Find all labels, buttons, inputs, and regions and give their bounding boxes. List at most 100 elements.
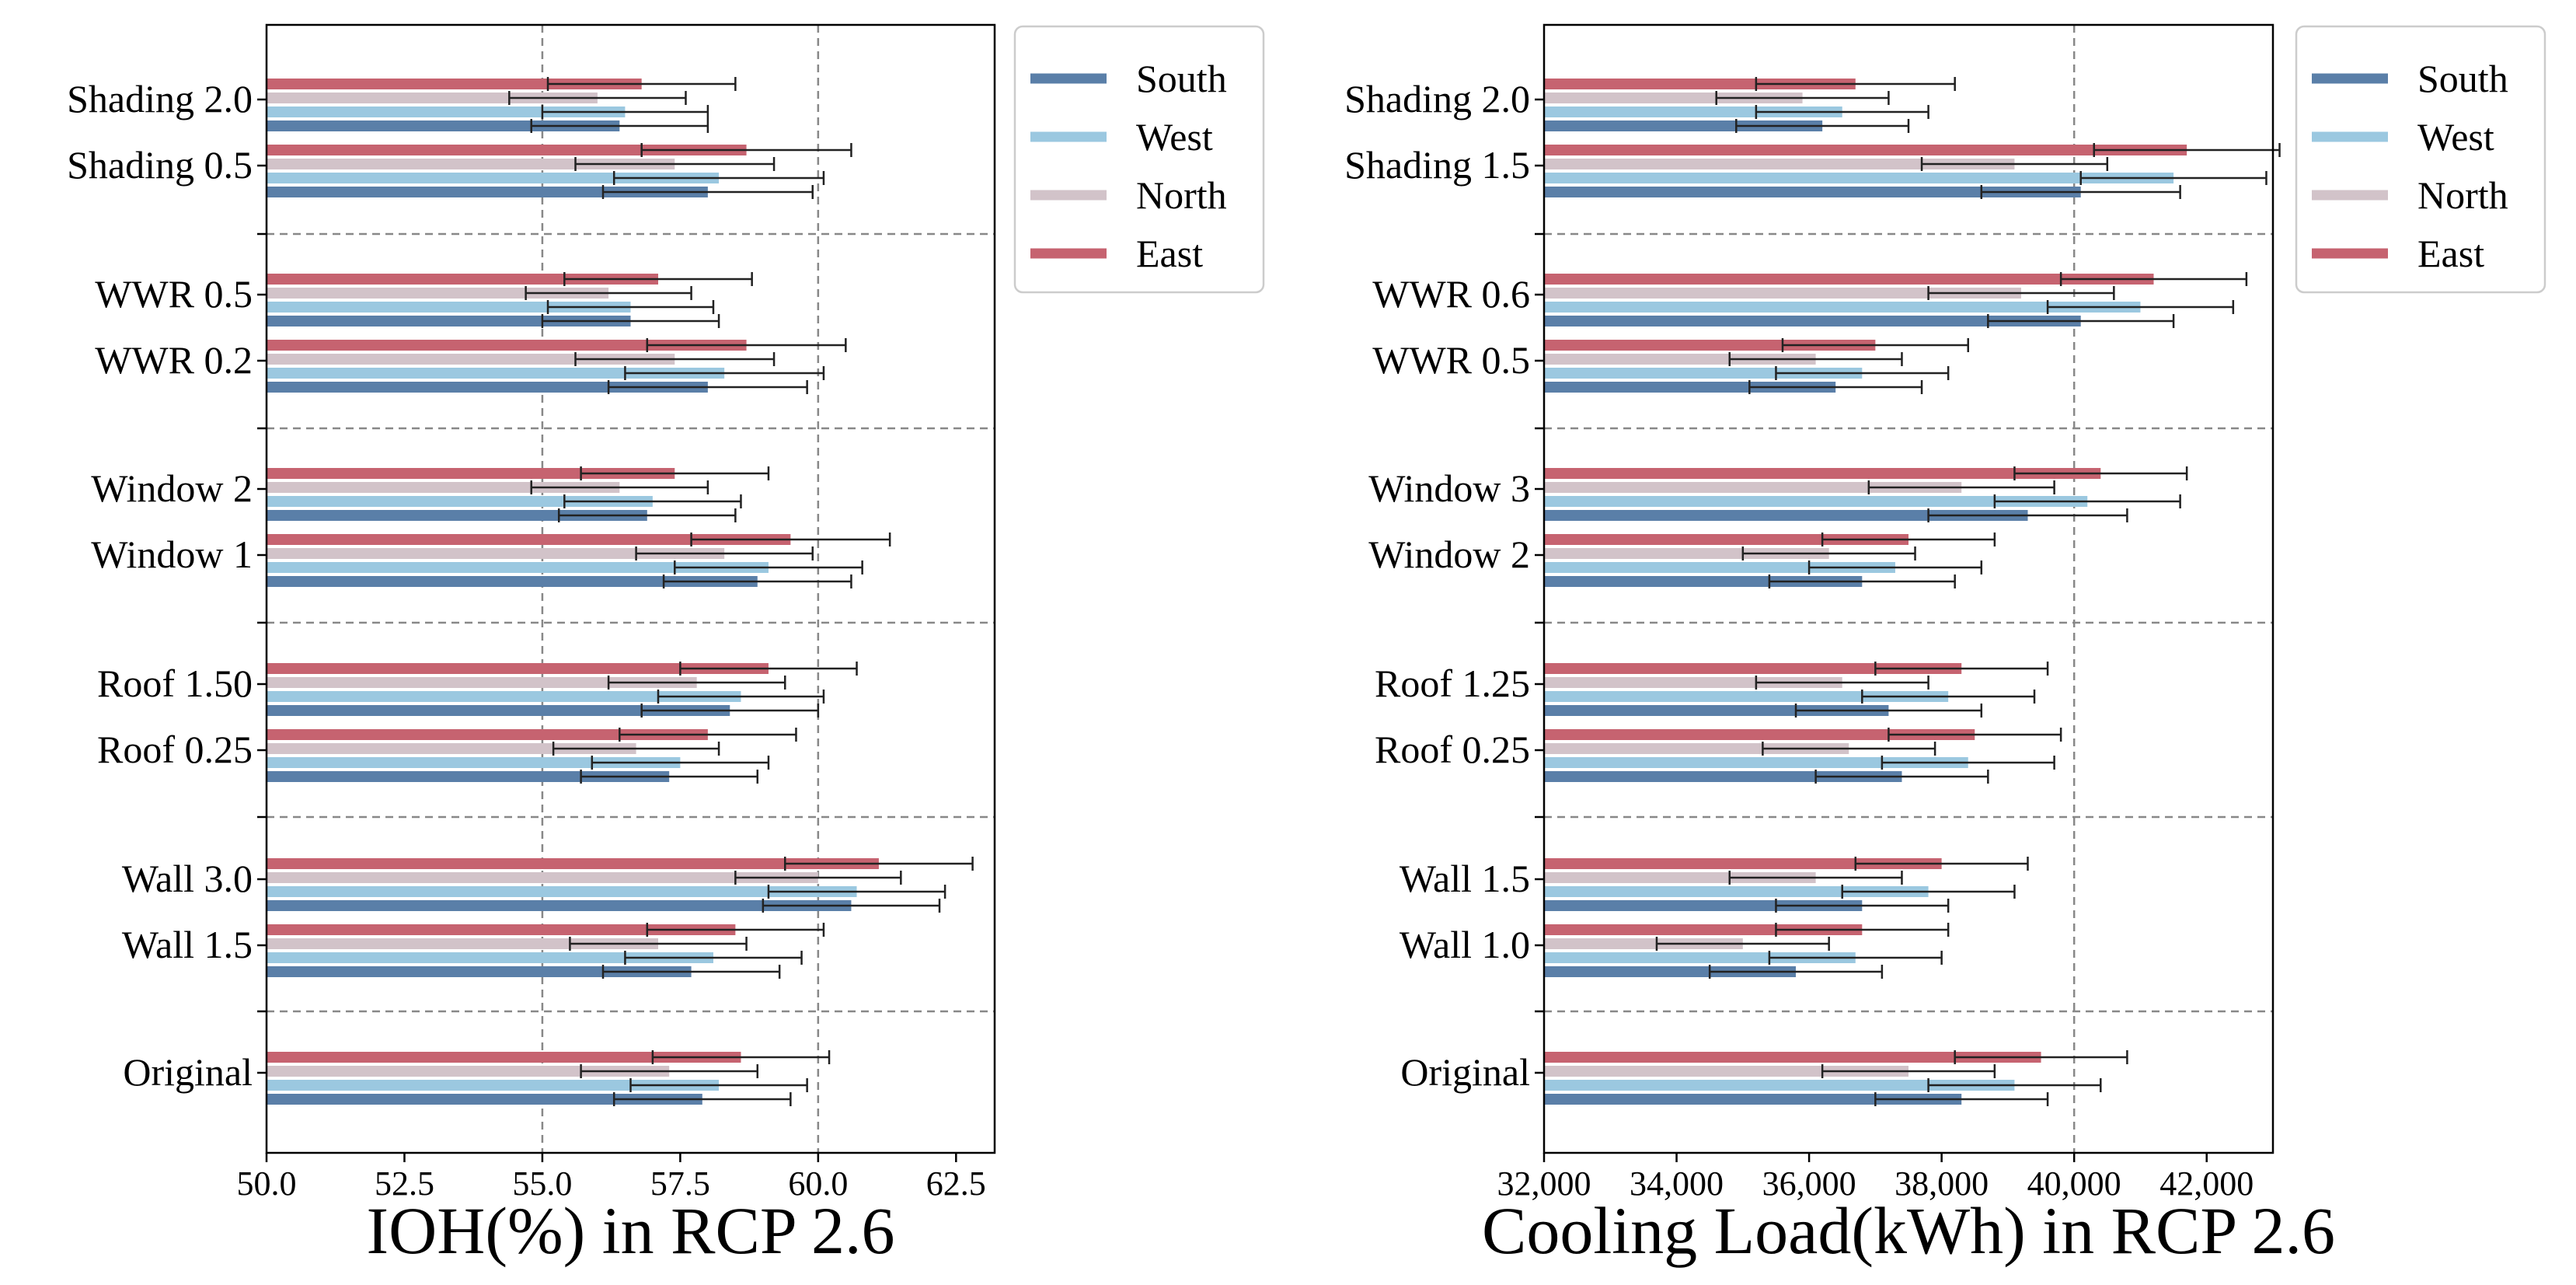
- category-label: Window 2: [91, 466, 253, 510]
- category-label: Window 3: [1368, 466, 1530, 510]
- legend-label-south: South: [1136, 57, 1227, 100]
- bar-east: [267, 534, 791, 545]
- bar-south: [267, 382, 708, 393]
- category-label: Original: [123, 1050, 253, 1094]
- category-label: Shading 0.5: [67, 143, 253, 187]
- category-label: WWR 0.5: [1372, 338, 1530, 382]
- bar-east: [1544, 145, 2187, 155]
- bar-south: [1544, 316, 2081, 326]
- bar-east: [267, 1052, 741, 1063]
- bar-west: [267, 952, 713, 963]
- bar-north: [267, 1066, 670, 1077]
- bar-north: [267, 93, 598, 103]
- bar-east: [267, 468, 675, 479]
- bar-west: [267, 107, 626, 117]
- x-tick-label: 38,000: [1895, 1165, 1989, 1203]
- bar-east: [1544, 534, 1908, 545]
- bar-west: [267, 562, 769, 573]
- bar-south: [267, 771, 670, 782]
- bar-east: [1544, 858, 1942, 869]
- x-tick-label: 34,000: [1630, 1165, 1724, 1203]
- category-label: Wall 3.0: [122, 857, 253, 900]
- bar-north: [267, 159, 675, 169]
- bar-north: [1544, 482, 1962, 493]
- category-label: Shading 2.0: [67, 77, 253, 120]
- category-label: WWR 0.5: [95, 272, 253, 316]
- legend-box: [2295, 25, 2546, 294]
- x-tick-label: 62.5: [926, 1165, 986, 1203]
- bar-east: [1544, 924, 1863, 935]
- bar-east: [267, 340, 747, 351]
- bar-south: [267, 705, 730, 716]
- category-label: Original: [1400, 1050, 1530, 1094]
- category-label: Wall 1.5: [122, 923, 253, 966]
- x-tick-label: 40,000: [2027, 1165, 2121, 1203]
- bar-north: [267, 872, 818, 883]
- bar-north: [1544, 548, 1829, 559]
- bar-west: [1544, 886, 1929, 897]
- bar-north: [1544, 677, 1842, 688]
- x-tick-label: 32,000: [1497, 1165, 1591, 1203]
- bar-south: [1544, 187, 2081, 197]
- bar-west: [267, 496, 653, 507]
- bar-west: [1544, 562, 1895, 573]
- legend-box: [1013, 25, 1265, 294]
- bar-south: [1544, 966, 1797, 977]
- bar-east: [1544, 274, 2154, 285]
- x-tick-label: 52.5: [375, 1165, 434, 1203]
- x-tick-label: 42,000: [2159, 1165, 2254, 1203]
- bar-east: [267, 145, 747, 155]
- plot-frame: [1542, 23, 2274, 1154]
- x-tick-label: 55.0: [512, 1165, 572, 1203]
- bar-west: [1544, 757, 1968, 768]
- bar-west: [267, 368, 725, 379]
- bar-east: [267, 663, 769, 674]
- x-tick-label: 50.0: [237, 1165, 297, 1203]
- category-label: WWR 0.2: [95, 338, 253, 382]
- bar-west: [1544, 107, 1842, 117]
- legend-label-west: West: [2417, 115, 2494, 159]
- category-label: Roof 0.25: [97, 728, 253, 771]
- bar-north: [1544, 93, 1803, 103]
- legend-label-west: West: [1136, 115, 1213, 159]
- bar-south: [1544, 1094, 1962, 1105]
- x-axis-title: Cooling Load(kWh) in RCP 2.6: [1482, 1193, 2335, 1268]
- bar-east: [1544, 729, 1975, 740]
- bar-north: [267, 938, 658, 949]
- bar-south: [267, 510, 647, 521]
- bar-west: [1544, 173, 2174, 183]
- category-label: Shading 1.5: [1344, 143, 1530, 187]
- category-label: WWR 0.6: [1372, 272, 1530, 316]
- bar-east: [1544, 663, 1962, 674]
- bar-south: [1544, 705, 1889, 716]
- bar-south: [1544, 576, 1863, 587]
- bar-north: [1544, 872, 1816, 883]
- legend-label-north: North: [1136, 173, 1227, 217]
- bar-east: [1544, 79, 1856, 89]
- bar-south: [1544, 771, 1902, 782]
- category-label: Wall 1.5: [1400, 857, 1530, 900]
- category-label: Roof 0.25: [1375, 728, 1530, 771]
- bar-north: [267, 548, 725, 559]
- bar-north: [1544, 159, 2015, 169]
- bar-north: [267, 288, 609, 299]
- x-axis-title: IOH(%) in RCP 2.6: [366, 1193, 894, 1268]
- bar-west: [1544, 952, 1856, 963]
- plot-frame: [265, 23, 996, 1154]
- bar-west: [267, 886, 857, 897]
- bar-south: [267, 187, 708, 197]
- category-label: Roof 1.25: [1375, 662, 1530, 705]
- bar-west: [1544, 302, 2141, 313]
- bar-west: [1544, 691, 1949, 702]
- bar-east: [267, 858, 879, 869]
- bar-east: [1544, 340, 1876, 351]
- bar-east: [267, 274, 658, 285]
- bar-south: [267, 576, 758, 587]
- bar-east: [267, 729, 708, 740]
- bar-south: [1544, 900, 1863, 911]
- category-label: Window 1: [91, 533, 253, 576]
- bar-west: [1544, 1080, 2015, 1091]
- legend-label-east: East: [1136, 232, 1203, 275]
- bar-south: [267, 316, 631, 326]
- legend-label-south: South: [2417, 57, 2508, 100]
